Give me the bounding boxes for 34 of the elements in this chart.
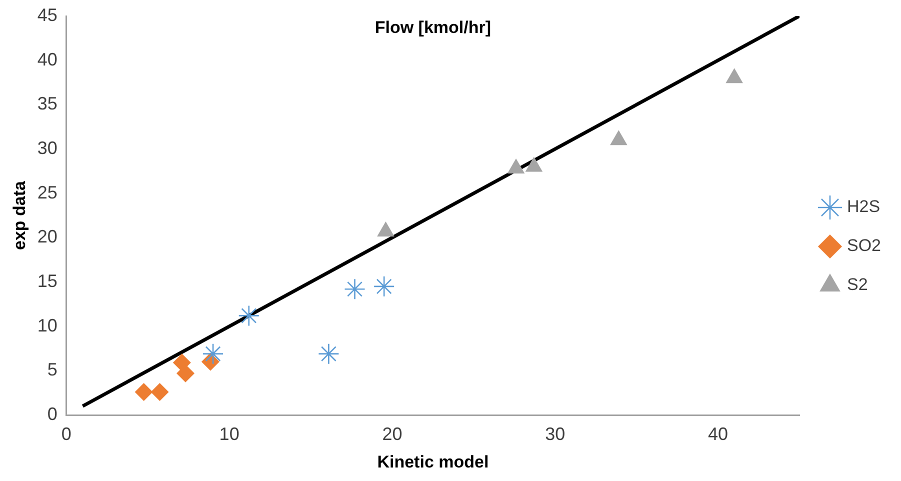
y-tick-label: 30	[37, 138, 58, 158]
point	[525, 156, 543, 172]
x-tick-label: 0	[61, 424, 72, 444]
y-tick-label: 35	[37, 94, 58, 114]
point	[377, 221, 394, 236]
y-tick-label: 0	[47, 404, 58, 424]
point	[726, 68, 743, 84]
x-axis-title: Kinetic model	[377, 452, 489, 472]
legend-label: S2	[846, 275, 868, 294]
point	[344, 278, 366, 300]
legend-label: H2S	[846, 197, 880, 216]
x-tick-label: 20	[382, 424, 402, 444]
y-tick-label: 5	[47, 360, 58, 380]
point	[202, 343, 224, 364]
point	[610, 130, 628, 146]
chart-title: Flow [kmol/hr]	[374, 18, 492, 38]
x-tick-label: 40	[708, 424, 728, 444]
x-tick-label: 30	[545, 424, 566, 444]
y-tick-label: 40	[37, 49, 58, 70]
point	[238, 305, 260, 326]
x-tick-label: 10	[219, 424, 240, 444]
point	[176, 364, 195, 382]
y-tick-label: 15	[37, 270, 58, 291]
point	[150, 382, 169, 401]
point	[318, 343, 340, 364]
y-tick-label: 25	[37, 182, 58, 202]
point	[507, 158, 525, 174]
point	[134, 382, 153, 401]
point	[373, 276, 395, 298]
y-tick-label: 10	[37, 315, 58, 336]
y-tick-label: 20	[37, 226, 58, 247]
y-axis-title: exp data	[10, 180, 29, 250]
legend-label: SO2	[846, 236, 882, 256]
y-tick-label: 45	[37, 4, 58, 25]
